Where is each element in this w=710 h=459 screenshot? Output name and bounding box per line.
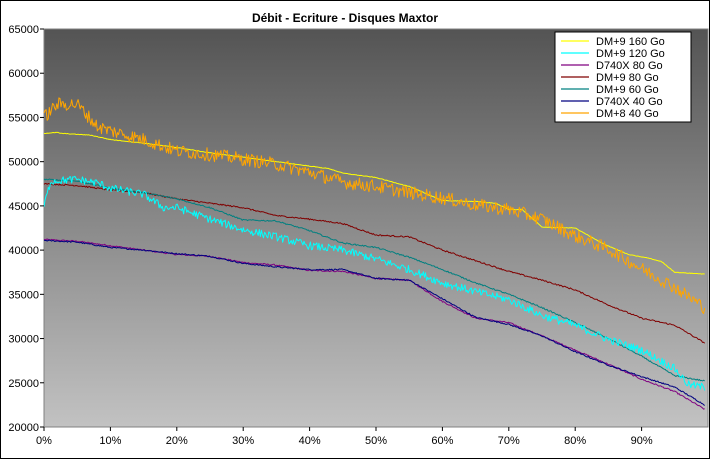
- series-line-d740x-40-go: [43, 239, 705, 406]
- x-tick-label: 10%: [99, 435, 121, 447]
- x-tick-label: 90%: [631, 435, 653, 447]
- series-line-dm-9-60-go: [43, 178, 705, 382]
- y-tick-label: 25000: [8, 378, 39, 390]
- legend-label: DM+8 40 Go: [596, 108, 659, 120]
- x-tick-label: 70%: [498, 435, 520, 447]
- y-tick-label: 65000: [8, 24, 39, 36]
- y-tick-label: 35000: [8, 289, 39, 301]
- legend-label: DM+9 120 Go: [596, 48, 665, 60]
- legend-label: D740X 40 Go: [596, 96, 663, 108]
- chart-title: Débit - Ecriture - Disques Maxtor: [252, 11, 438, 25]
- y-tick-label: 40000: [8, 245, 39, 257]
- x-tick-label: 60%: [431, 435, 453, 447]
- y-tick-label: 60000: [8, 68, 39, 80]
- y-tick-label: 30000: [8, 334, 39, 346]
- axis-layer: 20000 25000 30000 35000 40000 45000 50000 55000…: [8, 24, 652, 447]
- legend-label: D740X 80 Go: [596, 60, 663, 72]
- y-tick-label: 20000: [8, 422, 39, 434]
- x-tick-label: 20%: [166, 435, 188, 447]
- x-tick-label: 0%: [36, 435, 52, 447]
- x-tick-label: 40%: [299, 435, 321, 447]
- y-tick-label: 55000: [8, 112, 39, 124]
- x-tick-label: 30%: [232, 435, 254, 447]
- series-line-dm-9-120-go: [43, 175, 706, 391]
- legend-label: DM+9 60 Go: [596, 84, 659, 96]
- x-tick-label: 50%: [365, 435, 387, 447]
- x-tick-label: 80%: [564, 435, 586, 447]
- series-line-dm-8-40-go: [43, 97, 706, 314]
- y-tick-label: 50000: [8, 157, 39, 169]
- series-layer: [43, 97, 706, 410]
- legend-label: DM+9 80 Go: [596, 72, 659, 84]
- legend-label: DM+9 160 Go: [596, 36, 665, 48]
- y-tick-label: 45000: [8, 201, 39, 213]
